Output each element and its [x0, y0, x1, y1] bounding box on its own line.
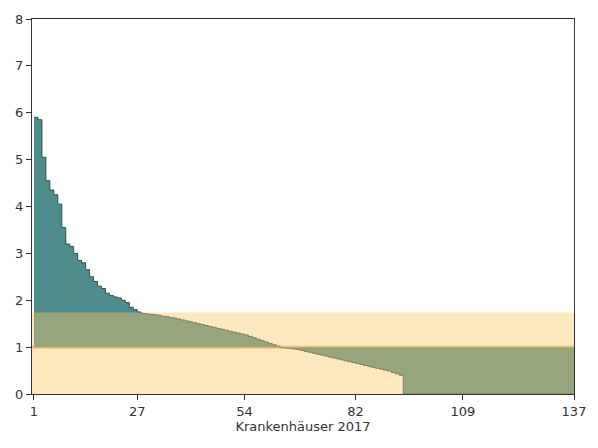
svg-text:0: 0: [15, 387, 23, 402]
svg-text:82: 82: [347, 404, 364, 419]
svg-text:109: 109: [450, 404, 475, 419]
svg-text:1: 1: [15, 340, 23, 355]
svg-text:7: 7: [15, 58, 23, 73]
svg-text:Krankenhäuser 2017: Krankenhäuser 2017: [235, 419, 370, 434]
svg-text:2: 2: [15, 293, 23, 308]
svg-text:8: 8: [15, 12, 23, 27]
svg-text:54: 54: [236, 404, 253, 419]
svg-text:5: 5: [15, 152, 23, 167]
svg-text:3: 3: [15, 246, 23, 261]
svg-text:6: 6: [15, 105, 23, 120]
svg-text:27: 27: [129, 404, 146, 419]
svg-text:1: 1: [30, 404, 38, 419]
svg-text:4: 4: [15, 199, 23, 214]
svg-text:137: 137: [562, 404, 587, 419]
